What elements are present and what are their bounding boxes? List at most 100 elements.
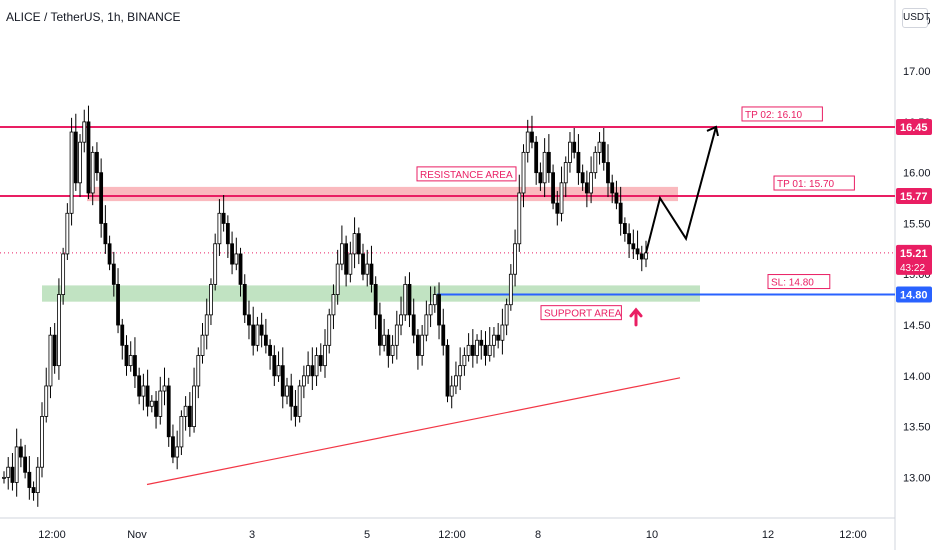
candle-body: [352, 233, 357, 255]
candle-body: [365, 263, 370, 275]
candle-body: [568, 141, 572, 163]
x-tick-label: 3: [249, 529, 255, 541]
candle-body: [238, 253, 243, 285]
candle-body: [247, 314, 251, 326]
level-note: SL: 14.80: [771, 278, 814, 289]
level-note-box: [773, 175, 855, 191]
trendline: [146, 377, 681, 486]
candle-body: [73, 131, 78, 184]
y-tick-label: 14.00: [903, 371, 931, 383]
y-tick-label: 15.50: [903, 218, 931, 230]
candle-body: [48, 334, 53, 387]
candle-body: [382, 334, 387, 346]
candle-body: [572, 141, 577, 153]
candle-body: [470, 344, 475, 356]
candle-body: [120, 324, 125, 346]
candle-body: [10, 466, 15, 483]
candle-body: [263, 334, 268, 346]
candle-body: [597, 141, 602, 153]
currency-button[interactable]: USDT: [902, 8, 930, 28]
tp2-price-tag: 16.45: [900, 122, 928, 134]
candle-body: [517, 192, 522, 245]
support-label: SUPPORT AREA: [544, 309, 622, 320]
candle-body: [166, 385, 171, 438]
candle-body: [559, 182, 564, 214]
candle-body: [327, 314, 332, 346]
candle-body: [103, 223, 108, 245]
candle-body: [179, 416, 184, 448]
candle-body: [27, 471, 32, 488]
current-price-tag-box: [896, 244, 932, 275]
candle-body: [259, 324, 264, 336]
resistance-label-box: [416, 166, 517, 182]
candle-body: [403, 283, 408, 316]
x-tick-label: 10: [646, 529, 658, 541]
candle-body: [534, 141, 539, 174]
candle-body: [14, 446, 19, 483]
candle-body: [407, 283, 412, 316]
candle-body: [242, 283, 247, 316]
x-tick-label: 12:00: [438, 529, 466, 541]
candle-body: [618, 202, 623, 224]
candle-body: [297, 385, 302, 417]
candle-body: [335, 263, 340, 295]
candle-body: [44, 385, 49, 417]
candle-body: [462, 355, 467, 367]
candle-body: [432, 294, 437, 306]
support-label-box: [540, 305, 622, 321]
candle-body: [416, 334, 420, 356]
candle-body: [2, 476, 6, 479]
candle-body: [394, 324, 399, 346]
candle-body: [111, 263, 116, 285]
x-tick-label: 8: [535, 529, 541, 541]
tp1-price-tag: 15.77: [900, 191, 928, 203]
candle-body: [196, 355, 201, 387]
candle-body: [230, 243, 234, 265]
y-tick-label: 17.00: [903, 66, 931, 78]
candle-body: [441, 324, 446, 346]
sl-price-tag-box: [896, 286, 932, 303]
candle-body: [323, 344, 327, 367]
candle-body: [6, 466, 11, 478]
candle-body: [386, 334, 391, 356]
candle-body: [551, 172, 555, 204]
candle-body: [639, 253, 644, 260]
candle-body: [192, 385, 196, 427]
candle-body: [399, 314, 403, 326]
candle-body: [137, 375, 142, 397]
chart-title: ALICE / TetherUS, 1h, BINANCE: [6, 10, 181, 24]
candle-body: [90, 151, 95, 194]
candle-body: [487, 344, 492, 356]
candle-body: [209, 283, 213, 316]
candle-body: [225, 223, 230, 245]
candle-body: [128, 355, 133, 367]
candle-body: [428, 304, 433, 316]
candle-body: [31, 487, 36, 494]
candle-body: [183, 405, 188, 417]
candle-body: [293, 405, 298, 417]
candle-body: [61, 253, 66, 295]
candle-body: [521, 151, 526, 194]
x-tick-label: 12: [762, 529, 774, 541]
sl-price-tag: 14.80: [900, 290, 928, 302]
candle-body: [234, 253, 239, 265]
candle-body: [141, 385, 146, 397]
candle-body: [82, 121, 87, 143]
candle-body: [124, 344, 129, 367]
candle-body: [171, 436, 175, 458]
candle-body: [348, 253, 353, 275]
candle-body: [546, 151, 551, 174]
x-tick-label: 5: [364, 529, 370, 541]
projection-path: [645, 126, 717, 254]
candle-body: [390, 344, 395, 356]
candle-body: [593, 151, 598, 174]
candle-body: [356, 233, 361, 255]
candle-body: [361, 253, 365, 275]
candle-body: [213, 243, 218, 285]
candle-body: [116, 283, 120, 326]
tp1-price-tag-box: [896, 188, 932, 205]
candle-body: [525, 131, 530, 153]
candle-body: [538, 172, 543, 184]
candle-body: [204, 314, 209, 336]
